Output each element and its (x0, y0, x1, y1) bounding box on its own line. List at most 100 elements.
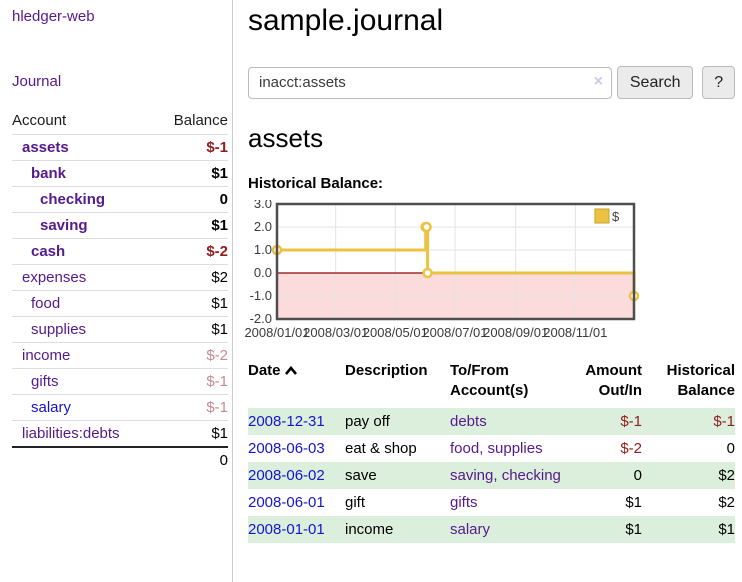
account-link[interactable]: liabilities:debts (22, 425, 120, 442)
transaction-date: 2008-12-31 (248, 408, 345, 435)
transaction-date-link[interactable]: 2008-12-31 (248, 412, 325, 430)
account-link[interactable]: salary (31, 399, 72, 416)
account-row: income $-2 (12, 342, 228, 369)
sort-ascending-icon (284, 361, 298, 381)
account-row: saving $1 (12, 212, 228, 239)
account-link[interactable]: saving (40, 217, 88, 234)
x-tick-label: 2008/03/01 (303, 325, 368, 340)
transaction-description: eat & shop (345, 439, 417, 457)
account-balance: $-2 (155, 342, 228, 369)
register-table: Date Description To/From Account(s) Amou… (248, 359, 735, 543)
account-balance: $1 (155, 420, 228, 447)
account-row: liabilities:debts $1 (12, 420, 228, 447)
register-header-description: Description (345, 362, 428, 379)
account-row: cash $-2 (12, 238, 228, 265)
account-link[interactable]: cash (31, 243, 66, 260)
register-body: 2008-12-31 pay off debts $-1 $-1 2008-06-03 ea… (248, 407, 735, 543)
y-tick-label: 3.0 (254, 200, 272, 211)
account-link[interactable]: expenses (22, 269, 87, 286)
y-tick-label: -1.0 (250, 288, 272, 303)
x-tick-label: 2008/05/01 (363, 325, 428, 340)
accounts-total-row: 0 (12, 446, 228, 473)
transaction-date: 2008-06-01 (248, 489, 345, 516)
transaction-balance: $2 (718, 466, 735, 484)
account-balance: $2 (155, 264, 228, 291)
account-balance: $1 (155, 160, 228, 187)
transaction-accounts: debts (450, 412, 487, 430)
search-bar: × Search ? (248, 66, 735, 99)
accounts-total-value: 0 (155, 446, 228, 473)
transaction-date-link[interactable]: 2008-01-01 (248, 520, 325, 538)
account-balance: $-1 (155, 134, 228, 161)
clear-search-icon[interactable]: × (593, 72, 603, 90)
sidebar-accounts-body: assets $-1 bank $1 checking 0 saving $1 cash $-2 e… (12, 134, 228, 447)
data-point-marker[interactable] (421, 221, 432, 233)
account-link[interactable]: assets (22, 139, 69, 156)
accounts-header-balance: Balance (173, 112, 228, 129)
transaction-description: gift (345, 493, 366, 511)
accounts-table: Account Balance assets $-1 bank $1 checking 0… (12, 108, 228, 473)
search-button[interactable]: Search (617, 66, 694, 99)
register-header-date[interactable]: Date (248, 359, 345, 408)
search-input[interactable] (248, 66, 612, 99)
account-row: salary $-1 (12, 394, 228, 421)
account-row: assets $-1 (12, 134, 228, 161)
transaction-row: 2008-06-02 save saving, checking 0 $2 (248, 461, 735, 489)
y-tick-label: 0.0 (254, 265, 272, 280)
transaction-amount: $1 (625, 493, 642, 511)
accounts-header-account: Account (12, 112, 67, 129)
transaction-amount: $-2 (620, 439, 642, 457)
y-tick-label: 1.0 (254, 242, 272, 257)
transaction-amount: $-1 (620, 412, 642, 430)
transaction-accounts: food, supplies (450, 439, 543, 457)
account-row: supplies $1 (12, 316, 228, 343)
data-point-marker[interactable] (422, 267, 433, 279)
transaction-balance: $1 (718, 520, 735, 538)
transaction-date-link[interactable]: 2008-06-02 (248, 466, 325, 484)
transaction-date: 2008-01-01 (248, 516, 345, 543)
transaction-row: 2008-12-31 pay off debts $-1 $-1 (248, 407, 735, 435)
legend-label: $ (612, 209, 620, 224)
transaction-accounts: salary (450, 520, 491, 538)
account-balance: $1 (155, 316, 228, 343)
transaction-balance: $2 (718, 493, 735, 511)
transaction-balance: $-1 (713, 412, 735, 430)
x-tick-label: 2008/07/01 (422, 325, 487, 340)
transaction-amount: 0 (633, 466, 642, 484)
historical-balance-chart: 3.0 2.0 1.0 0.0 -1.0 -2.0 2008/01/01 2008/03/01… (243, 196, 643, 342)
sidebar: hledger-web Journal Account Balance asse… (0, 0, 233, 582)
account-link[interactable]: gifts (31, 373, 59, 390)
account-row: bank $1 (12, 160, 228, 187)
account-balance: $-1 (155, 394, 228, 421)
account-row: food $1 (12, 290, 228, 317)
x-tick-label: 2008/09/01 (483, 325, 548, 340)
account-link[interactable]: supplies (31, 321, 87, 338)
x-tick-label: 2008/01/01 (244, 325, 309, 340)
account-balance: $-2 (155, 238, 228, 265)
balance-chart-svg: 3.0 2.0 1.0 0.0 -1.0 -2.02008/01/012008/03/01… (244, 196, 640, 340)
transaction-balance: 0 (726, 439, 735, 457)
main-content: sample.journal × Search ? assets Histori… (244, 0, 735, 543)
account-heading: assets (248, 123, 324, 153)
transaction-row: 2008-06-03 eat & shop food, supplies $-2 0 (248, 435, 735, 462)
account-link[interactable]: checking (40, 191, 106, 208)
account-link[interactable]: bank (31, 165, 67, 182)
chart-section-label: Historical Balance: (248, 175, 384, 192)
account-balance: $1 (155, 290, 228, 317)
transaction-date: 2008-06-03 (248, 435, 345, 462)
y-tick-label: -2.0 (250, 311, 272, 326)
transaction-description: income (345, 520, 394, 538)
transaction-description: save (345, 466, 377, 484)
sidebar-item-journal[interactable]: Journal (12, 73, 62, 90)
account-link[interactable]: income (22, 347, 71, 364)
app-brand-link[interactable]: hledger-web (12, 8, 95, 25)
register-header-balance: Historical Balance (666, 362, 735, 400)
account-row: expenses $2 (12, 264, 228, 291)
plot-border (275, 202, 636, 321)
transaction-amount: $1 (625, 520, 642, 538)
transaction-date-link[interactable]: 2008-06-01 (248, 493, 325, 511)
help-button[interactable]: ? (702, 66, 735, 99)
transaction-date: 2008-06-02 (248, 462, 345, 489)
transaction-date-link[interactable]: 2008-06-03 (248, 439, 325, 457)
account-link[interactable]: food (31, 295, 61, 312)
